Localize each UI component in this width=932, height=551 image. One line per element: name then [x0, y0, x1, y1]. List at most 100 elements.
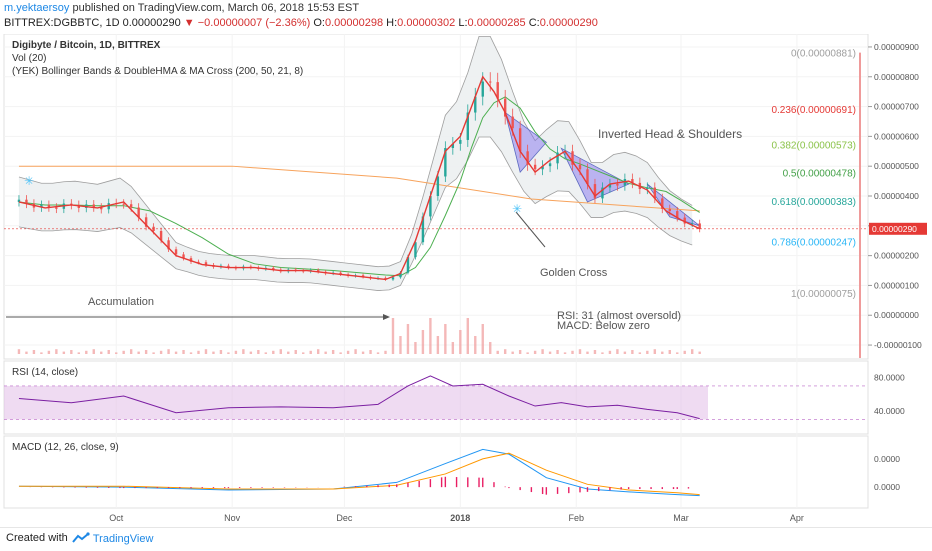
candle-body: [608, 184, 612, 188]
chart-canvas[interactable]: 0(0.00000881) 0.236(0.00000691) 0.382(0.00…: [0, 34, 932, 527]
candle-body: [698, 223, 701, 229]
bb-lower: [18, 136, 693, 291]
volume-bar: [571, 350, 574, 354]
candle-body: [466, 112, 469, 140]
candle-body: [144, 217, 148, 227]
volume-bar: [384, 350, 387, 354]
last-value: 0.00000290: [122, 17, 181, 29]
candle-body: [167, 240, 170, 250]
candle-body: [646, 187, 649, 190]
legend-rsi: RSI (14, close): [12, 367, 78, 378]
price-tick-label: 0.00000700: [874, 102, 919, 112]
volume-bar: [601, 352, 604, 354]
volume-bar: [197, 350, 200, 354]
volume-bar: [676, 352, 679, 354]
volume-bar: [25, 351, 28, 354]
time-axis: Oct Nov Dec 2018 Feb Mar Apr: [109, 513, 804, 523]
ohlc-l-label: L:: [458, 17, 468, 29]
macd-tick-label: 0.0000: [874, 454, 900, 464]
volume-bar: [414, 342, 417, 354]
legend-vol: Vol (20): [12, 53, 46, 64]
volume-bar: [249, 351, 253, 354]
candle-body: [496, 82, 499, 99]
volume-bar: [257, 350, 260, 354]
macd-series-line: [18, 448, 700, 497]
volume-bar: [234, 350, 238, 354]
candle-body: [17, 199, 21, 202]
volume-bar: [32, 350, 36, 354]
volume-bar: [324, 351, 327, 354]
volume-bar: [436, 336, 440, 354]
volume-bar: [661, 351, 664, 354]
candle-body: [399, 272, 402, 278]
tradingview-brand[interactable]: TradingView: [72, 532, 153, 545]
volume-bar: [638, 352, 642, 354]
candle-body: [459, 139, 462, 144]
legend-title: Digibyte / Bitcoin, 1D, BITTREX: [12, 40, 161, 51]
accumulation-arrowhead: [383, 314, 390, 320]
price-tick-label: 0.00000900: [874, 42, 919, 52]
candle-body: [406, 257, 410, 273]
volume-bar: [302, 352, 305, 354]
time-tick-label: Feb: [569, 513, 585, 523]
macd-tick-label: 0.0000: [874, 482, 900, 492]
volume-bar: [346, 350, 350, 354]
macd-panel-frame: [3, 435, 869, 509]
ohlc-l: 0.00000285: [467, 17, 526, 29]
price-tick-label: 0.00000000: [874, 310, 919, 320]
volume-bar: [264, 352, 268, 354]
time-tick-label: 2018: [450, 513, 470, 523]
ohlc-c-label: C:: [528, 17, 540, 29]
volume-bar: [593, 350, 597, 354]
legend-macd: MACD (12, 26, close, 9): [12, 442, 119, 453]
volume-bar: [616, 349, 619, 354]
candle-body: [25, 199, 28, 204]
candle-body: [182, 254, 185, 259]
volume-bar: [683, 350, 686, 354]
candle-body: [571, 151, 574, 165]
volume-bar: [541, 349, 544, 354]
candle-body: [556, 152, 559, 164]
volume-bar: [219, 350, 223, 354]
candle-body: [526, 151, 529, 165]
pattern-triangle: [504, 111, 547, 173]
volume-bar: [17, 349, 21, 354]
volume-bar: [182, 350, 185, 354]
candle-body: [421, 216, 425, 243]
volume-bar: [429, 318, 432, 354]
volume-bar: [92, 349, 95, 354]
volume-bar: [40, 352, 43, 354]
fast-ma-line: [18, 75, 700, 281]
volume-bar: [100, 351, 103, 354]
ohlc-o: 0.00000298: [324, 17, 384, 29]
volume-bar: [70, 350, 73, 354]
volume-bar: [474, 336, 477, 354]
macd-panel: 0.0000 0.0000: [18, 448, 900, 497]
volume-bar: [77, 352, 81, 354]
fib-label: 0(0.00000881): [791, 49, 856, 60]
price-axis: 0.00000900 0.00000800 0.00000700 0.00000600…: [868, 42, 927, 350]
volume-bar: [354, 349, 357, 354]
author-link[interactable]: m.yektaersoy: [4, 2, 70, 14]
volume-bar: [55, 349, 58, 354]
rsi-panel: 80.0000 40.0000: [4, 373, 905, 420]
volume-bar: [623, 351, 627, 354]
candle-body: [204, 262, 208, 265]
price-tick-label: 0.00000200: [874, 251, 919, 261]
volume-bar: [115, 352, 118, 354]
price-tick-label: -0.00000100: [874, 340, 922, 350]
fib-label: 1(0.00000075): [791, 289, 856, 300]
volume-bar: [152, 352, 155, 354]
macd-note: MACD: Below zero: [557, 320, 650, 332]
footer-bar: Created with TradingView: [0, 527, 932, 551]
candle-body: [129, 204, 133, 208]
golden-cross-marker: ✳: [512, 202, 522, 216]
grid-lines: [4, 34, 868, 508]
ohlc-h: 0.00000302: [397, 17, 456, 29]
last-price-tag: [869, 222, 927, 235]
volume-bar: [444, 324, 447, 354]
volume-bar: [242, 349, 245, 354]
head-shoulders-label: Inverted Head & Shoulders: [598, 127, 742, 141]
tradingview-label[interactable]: TradingView: [92, 533, 154, 545]
volume-bar: [489, 342, 492, 354]
